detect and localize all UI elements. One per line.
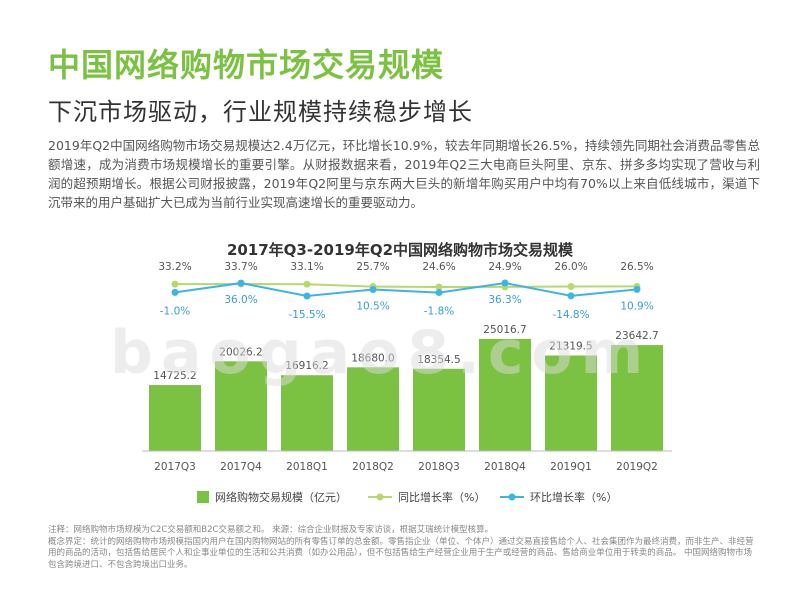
label-qoq-2019Q1: -14.8% [552, 309, 589, 321]
notes-line-2: 概念界定：统计的网络购物市场规模指国内用户在国内购物网站的所有零售订单的总金额。… [48, 536, 754, 570]
x-tick-2019Q2: 2019Q2 [616, 461, 658, 473]
bar-2019Q2 [611, 345, 663, 451]
body-paragraph: 2019年Q2中国网络购物市场交易规模达2.4万亿元，环比增长10.9%，较去年… [48, 138, 760, 210]
x-tick-2018Q2: 2018Q2 [352, 461, 394, 473]
bar-2019Q1 [545, 355, 597, 451]
bar-label-2019Q2: 23642.7 [615, 330, 658, 342]
page-subtitle: 下沉市场驱动，行业规模持续稳步增长 [48, 98, 473, 126]
bar-label-2017Q3: 14725.2 [153, 370, 196, 382]
series-line-yoy [174, 282, 638, 289]
page-title: 中国网络购物市场交易规模 [48, 46, 445, 84]
point-qoq-2018Q1 [303, 292, 311, 300]
bar-2017Q3 [149, 385, 201, 451]
bar-label-2019Q1: 21319.5 [549, 340, 592, 352]
point-yoy-2018Q1 [303, 280, 311, 288]
point-qoq-2017Q3 [171, 288, 179, 296]
label-yoy-2017Q4: 33.7% [224, 261, 257, 273]
bar-label-2018Q2: 18680.0 [351, 352, 394, 364]
label-yoy-2018Q1: 33.1% [290, 261, 323, 273]
label-yoy-2017Q3: 33.2% [158, 261, 191, 273]
legend-marker-qoq [508, 493, 516, 501]
x-tick-2018Q3: 2018Q3 [418, 461, 460, 473]
legend-marker-yoy [376, 493, 384, 501]
label-yoy-2018Q4: 24.9% [488, 261, 521, 273]
notes-line-1: 注释：网络购物市场规模为C2C交易额和B2C交易额之和。 来源：综合企业财报及专… [48, 525, 494, 535]
legend-label-yoy: 同比增长率（%） [398, 490, 485, 504]
bar-label-2018Q4: 25016.7 [483, 324, 526, 336]
bar-2017Q4 [215, 361, 267, 451]
x-tick-2018Q1: 2018Q1 [286, 461, 328, 473]
label-qoq-2019Q2: 10.9% [620, 300, 653, 312]
label-yoy-2018Q3: 24.6% [422, 261, 455, 273]
bar-2018Q4 [479, 338, 531, 451]
bar-2018Q3 [413, 368, 465, 451]
label-qoq-2017Q4: 36.0% [224, 294, 257, 306]
legend-swatch-bar [197, 491, 209, 503]
point-qoq-2018Q4 [501, 279, 509, 287]
point-qoq-2019Q1 [567, 292, 575, 300]
point-yoy-2018Q3 [435, 283, 443, 291]
series-line-qoq [174, 281, 638, 298]
point-yoy-2017Q3 [171, 280, 179, 288]
point-yoy-2019Q1 [567, 283, 575, 291]
label-qoq-2018Q4: 36.3% [488, 294, 521, 306]
point-qoq-2018Q3 [435, 289, 443, 297]
point-qoq-2017Q4 [237, 279, 245, 287]
label-yoy-2018Q2: 25.7% [356, 261, 389, 273]
bar-2018Q1 [281, 375, 333, 451]
bar-label-2018Q1: 16916.2 [285, 360, 328, 372]
notes: 注释：网络购物市场规模为C2C交易额和B2C交易额之和。 来源：综合企业财报及专… [48, 525, 760, 571]
x-tick-2017Q3: 2017Q3 [154, 461, 196, 473]
label-qoq-2018Q1: -15.5% [288, 309, 325, 321]
label-qoq-2018Q3: -1.8% [424, 306, 454, 318]
x-tick-2017Q4: 2017Q4 [220, 461, 262, 473]
label-yoy-2019Q1: 26.0% [554, 261, 587, 273]
chart-title: 2017年Q3-2019年Q2中国网络购物市场交易规模 [227, 241, 574, 259]
x-tick-2019Q1: 2019Q1 [550, 461, 592, 473]
x-tick-2018Q4: 2018Q4 [484, 461, 526, 473]
label-qoq-2017Q3: -1.0% [160, 305, 190, 317]
bar-2018Q2 [347, 367, 399, 451]
legend-label-bar: 网络购物交易规模（亿元） [215, 490, 347, 504]
bar-label-2018Q3: 18354.5 [417, 354, 460, 366]
bar-label-2017Q4: 20026.2 [219, 346, 262, 358]
point-qoq-2019Q2 [633, 285, 641, 293]
legend-label-qoq: 环比增长率（%） [530, 490, 617, 504]
label-yoy-2019Q2: 26.5% [620, 261, 653, 273]
point-qoq-2018Q2 [369, 285, 377, 293]
label-qoq-2018Q2: 10.5% [356, 300, 389, 312]
